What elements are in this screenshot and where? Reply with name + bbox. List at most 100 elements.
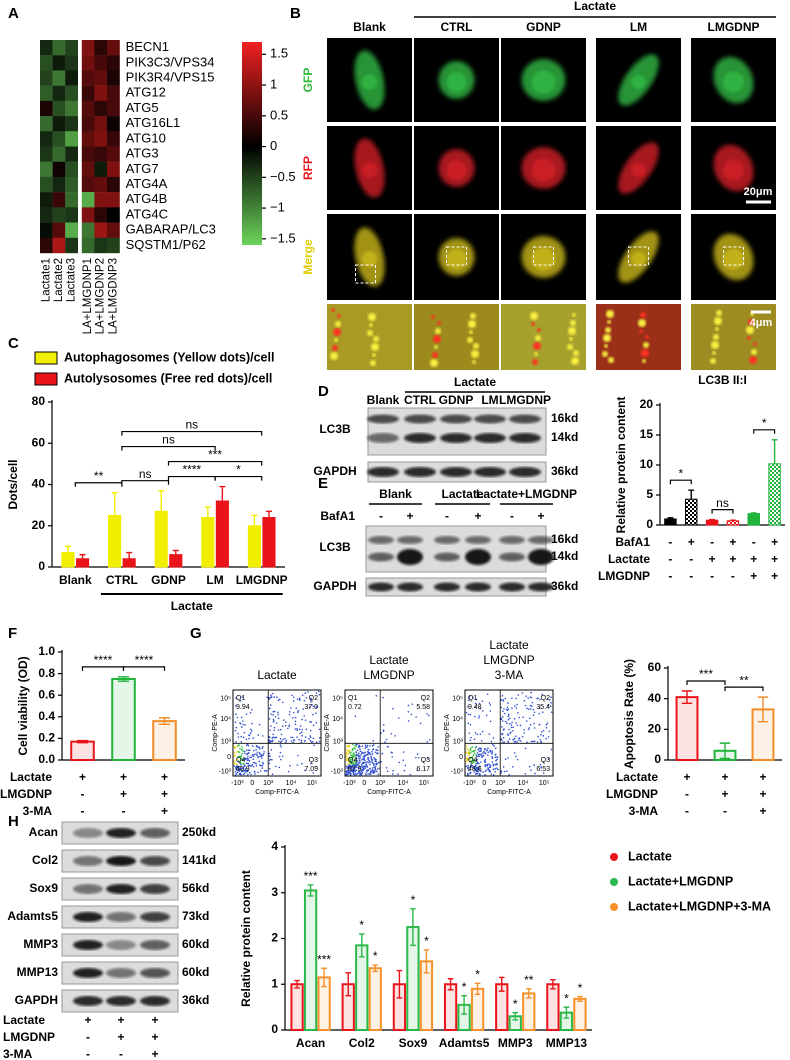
heatmap-cell (81, 237, 95, 254)
event-dot (279, 728, 282, 731)
event-dot (528, 717, 531, 720)
event-dot (548, 757, 550, 760)
event-dot (496, 758, 498, 761)
event-dot (473, 752, 476, 754)
error-bar (719, 742, 731, 760)
event-dot (277, 713, 279, 716)
event-dot (474, 746, 477, 749)
event-dot (479, 773, 481, 776)
error-bar (117, 676, 130, 682)
event-dot (369, 760, 371, 763)
event-dot (287, 770, 290, 773)
event-dot (241, 746, 243, 748)
event-dot (415, 756, 417, 759)
event-dot (407, 720, 410, 722)
protein-label: MMP13 (17, 965, 59, 979)
event-dot (364, 747, 367, 750)
y-tick-label: 0.2 (38, 731, 55, 745)
event-dot (235, 751, 238, 753)
event-dot (345, 752, 348, 754)
event-dot (497, 768, 499, 771)
event-dot (235, 713, 237, 715)
event-dot (345, 770, 348, 772)
event-dot (291, 736, 294, 739)
event-dot (482, 771, 484, 773)
event-dot (501, 716, 504, 718)
heatmap-cell (94, 40, 108, 56)
event-dot (237, 760, 240, 762)
bar (290, 983, 304, 1031)
event-dot (369, 773, 372, 775)
event-dot (530, 740, 533, 743)
event-dot (294, 728, 297, 730)
event-dot (310, 701, 312, 703)
event-dot (243, 772, 246, 775)
event-dot (253, 771, 256, 773)
nucleus (631, 74, 646, 90)
heatmap-cell (81, 176, 95, 193)
event-dot (312, 705, 315, 708)
nucleus (723, 71, 744, 93)
zoom-box (355, 264, 376, 284)
bar (111, 678, 136, 761)
event-dot (247, 755, 249, 757)
event-dot (233, 760, 236, 763)
y-axis-label: Comp-PE-A (212, 714, 219, 752)
event-dot (364, 751, 367, 754)
bar (546, 983, 560, 1031)
puncta (572, 313, 576, 317)
event-dot (529, 708, 532, 710)
event-dot (347, 759, 349, 762)
event-dot (478, 717, 480, 719)
event-dot (247, 752, 250, 754)
event-dot (358, 772, 360, 774)
event-dot (279, 741, 282, 744)
zoom-box (723, 246, 744, 266)
condition-mark: - (723, 804, 727, 818)
event-dot (249, 732, 252, 734)
event-dot (271, 737, 274, 739)
event-dot (470, 756, 473, 759)
event-dot (262, 746, 264, 748)
bar (70, 740, 95, 762)
event-dot (489, 710, 492, 712)
event-dot (277, 699, 280, 702)
y-tick-label: 20 (648, 722, 662, 736)
event-dot (368, 753, 370, 755)
event-dot (239, 699, 242, 702)
x-tick-label: 0 (362, 780, 366, 787)
heatmap-cell (65, 55, 78, 71)
nucleus (446, 249, 467, 269)
gene-label: PIK3R4/VPS15 (126, 69, 215, 84)
quadrant-value: 5.58 (416, 704, 430, 711)
event-dot (484, 753, 487, 755)
panel-label: D (318, 383, 329, 400)
y-tick-label: 0.4 (38, 709, 55, 723)
event-dot (235, 765, 238, 768)
puncta (368, 313, 376, 321)
condition-name: 3-MA (23, 804, 53, 818)
significance: *** (304, 869, 318, 883)
blot-band (73, 996, 103, 1006)
error-bar (358, 933, 365, 958)
event-dot (481, 700, 484, 703)
event-dot (304, 719, 307, 721)
event-dot (407, 704, 410, 707)
error-bar (461, 994, 467, 1015)
event-dot (237, 732, 239, 735)
event-dot (239, 772, 242, 775)
error-bar (688, 489, 695, 500)
event-dot (536, 741, 539, 744)
event-dot (470, 765, 472, 768)
significance: * (564, 991, 569, 1005)
event-dot (494, 747, 497, 750)
event-dot (368, 761, 370, 764)
event-dot (269, 729, 271, 731)
significance-label: **** (135, 653, 154, 667)
error-bar (65, 545, 72, 553)
lane-label: LM (481, 393, 498, 407)
event-dot (245, 753, 248, 756)
zoom-image (691, 304, 776, 370)
event-dot (360, 763, 363, 766)
blot-band (434, 536, 460, 544)
